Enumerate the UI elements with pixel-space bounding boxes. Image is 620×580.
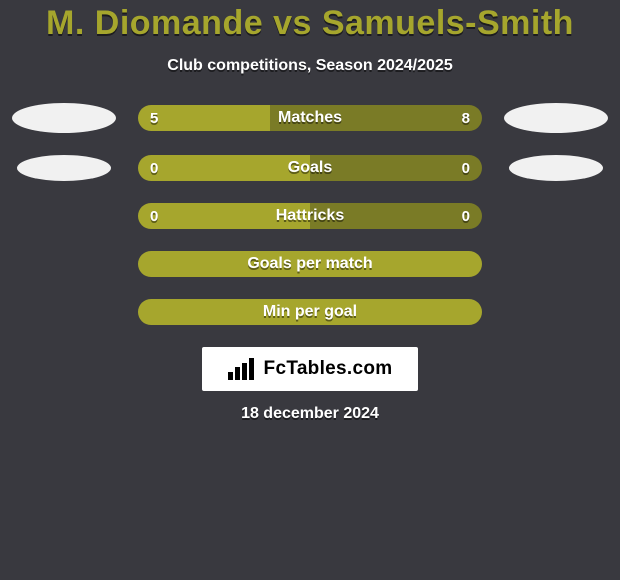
- player-marker: [17, 155, 111, 181]
- bar-segment-left: [138, 203, 310, 229]
- stat-bar: Min per goal: [138, 299, 482, 325]
- player-marker: [509, 155, 603, 181]
- left-marker-slot: [8, 155, 120, 181]
- bar-segment-right: [310, 203, 482, 229]
- bar-segment-left: [138, 105, 270, 131]
- right-marker-slot: [500, 103, 612, 133]
- stat-bar: Matches58: [138, 105, 482, 131]
- bar-segment-right: [270, 105, 482, 131]
- stat-row: Goals per match: [0, 251, 620, 277]
- comparison-card: M. Diomande vs Samuels-Smith Club compet…: [0, 0, 620, 423]
- stat-row: Matches58: [0, 103, 620, 133]
- bar-segment-right: [310, 155, 482, 181]
- player-marker: [12, 103, 116, 133]
- stat-bar: Hattricks00: [138, 203, 482, 229]
- stat-bar: Goals per match: [138, 251, 482, 277]
- player-marker: [504, 103, 608, 133]
- bar-segment-left: [138, 251, 482, 277]
- stat-row: Min per goal: [0, 299, 620, 325]
- subtitle: Club competitions, Season 2024/2025: [0, 57, 620, 75]
- page-title: M. Diomande vs Samuels-Smith: [0, 4, 620, 43]
- left-marker-slot: [8, 103, 120, 133]
- right-marker-slot: [500, 155, 612, 181]
- bars-container: Matches58 Goals00 Hattricks00 Goals per mat…: [0, 103, 620, 325]
- branding-badge: FcTables.com: [202, 347, 418, 391]
- bar-segment-left: [138, 299, 482, 325]
- stat-row: Goals00: [0, 155, 620, 181]
- stat-row: Hattricks00: [0, 203, 620, 229]
- branding-bars-icon: [228, 358, 258, 380]
- bar-segment-left: [138, 155, 310, 181]
- branding-text: FcTables.com: [264, 358, 393, 380]
- snapshot-date: 18 december 2024: [0, 405, 620, 423]
- stat-bar: Goals00: [138, 155, 482, 181]
